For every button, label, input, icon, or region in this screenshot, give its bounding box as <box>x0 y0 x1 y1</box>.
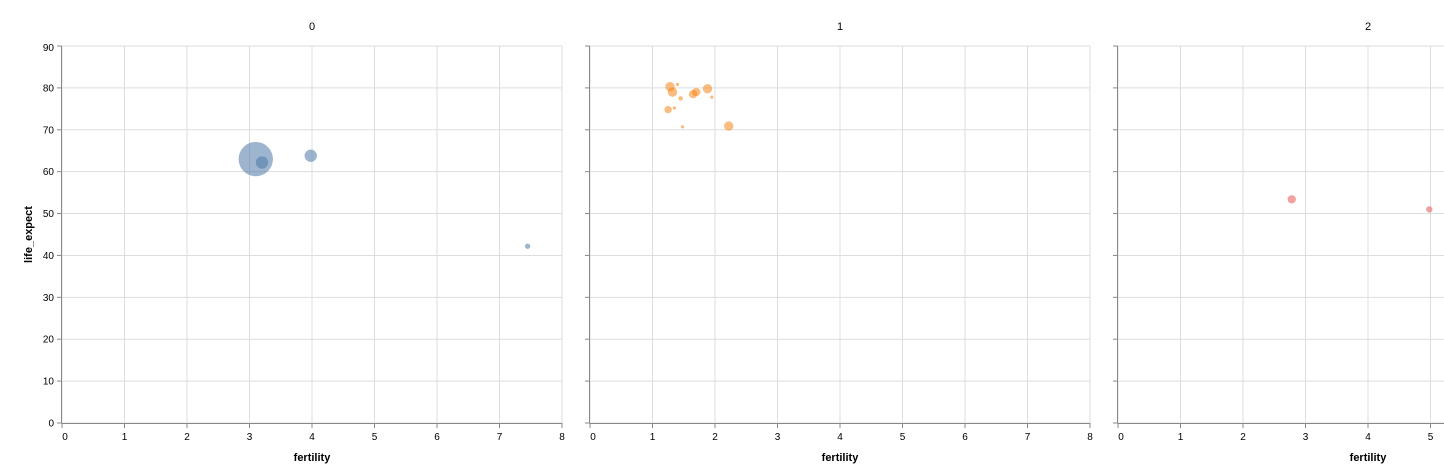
data-point <box>680 125 685 129</box>
x-tick-label: 4 <box>837 432 843 443</box>
data-point <box>667 87 678 97</box>
data-point <box>710 95 714 99</box>
y-tick-label: 50 <box>43 209 55 220</box>
x-tick-label: 2 <box>712 432 718 443</box>
data-point <box>304 149 317 162</box>
y-tick-label: 10 <box>43 377 55 388</box>
x-tick-label: 2 <box>1240 432 1246 443</box>
x-tick-label: 1 <box>122 432 128 443</box>
facet-title: 2 <box>1365 21 1371 33</box>
x-tick-label: 3 <box>775 432 781 443</box>
points-group <box>238 141 531 249</box>
y-tick-label: 40 <box>43 251 55 262</box>
y-axis-title: life_expect <box>23 206 35 263</box>
facet-panel-0: 00 1 2 3 4 5 6 7 8fertility0102030405060708090li… <box>23 21 565 464</box>
y-tick-label: 20 <box>43 335 55 346</box>
data-point <box>1287 195 1296 204</box>
points-group <box>1287 195 1433 213</box>
facet-title: 0 <box>309 21 315 33</box>
x-axis-title: fertility <box>822 452 860 464</box>
x-tick-label: 1 <box>1178 432 1184 443</box>
x-tick-label: 4 <box>1365 432 1371 443</box>
data-point <box>675 82 680 87</box>
data-point <box>692 87 701 97</box>
x-tick-label: 5 <box>1428 432 1434 443</box>
y-tick-label: 0 <box>48 419 54 430</box>
x-tick-label: 7 <box>497 432 503 443</box>
x-tick-label: 0 <box>62 432 68 443</box>
x-tick-label: 1 <box>650 432 656 443</box>
y-tick-label: 60 <box>43 167 55 178</box>
data-point <box>238 141 273 177</box>
points-group <box>664 81 734 131</box>
y-tick-label: 30 <box>43 293 55 304</box>
facet-title: 1 <box>837 21 843 33</box>
x-tick-label: 7 <box>1025 432 1031 443</box>
x-tick-label: 6 <box>962 432 968 443</box>
y-tick-label: 70 <box>43 125 55 136</box>
x-tick-label: 4 <box>309 432 315 443</box>
x-axis-title: fertility <box>1350 452 1388 464</box>
x-tick-label: 6 <box>434 432 440 443</box>
x-tick-label: 5 <box>900 432 906 443</box>
x-axis-title: fertility <box>294 452 332 464</box>
x-tick-label: 2 <box>184 432 190 443</box>
facet-panel-2: 2 0 1 2 3 4 5 fertility <box>1113 21 1444 464</box>
x-tick-label: 8 <box>559 432 565 443</box>
y-tick-label: 90 <box>43 43 55 54</box>
y-tick-label: 80 <box>43 83 55 94</box>
x-tick-label: 5 <box>372 432 378 443</box>
x-tick-label: 3 <box>1303 432 1309 443</box>
x-tick-label: 0 <box>590 432 596 443</box>
data-point <box>255 156 269 169</box>
data-point <box>678 96 683 101</box>
data-point <box>524 243 531 249</box>
data-point <box>1426 206 1433 213</box>
data-point <box>724 121 734 131</box>
data-point <box>664 105 672 114</box>
data-point <box>702 83 713 94</box>
facet-panel-1: 1 0 1 2 3 4 5 6 7 8 fertility <box>585 21 1093 464</box>
x-tick-label: 8 <box>1087 432 1093 443</box>
data-point <box>672 106 677 110</box>
x-tick-label: 3 <box>247 432 253 443</box>
x-tick-label: 0 <box>1118 432 1124 443</box>
